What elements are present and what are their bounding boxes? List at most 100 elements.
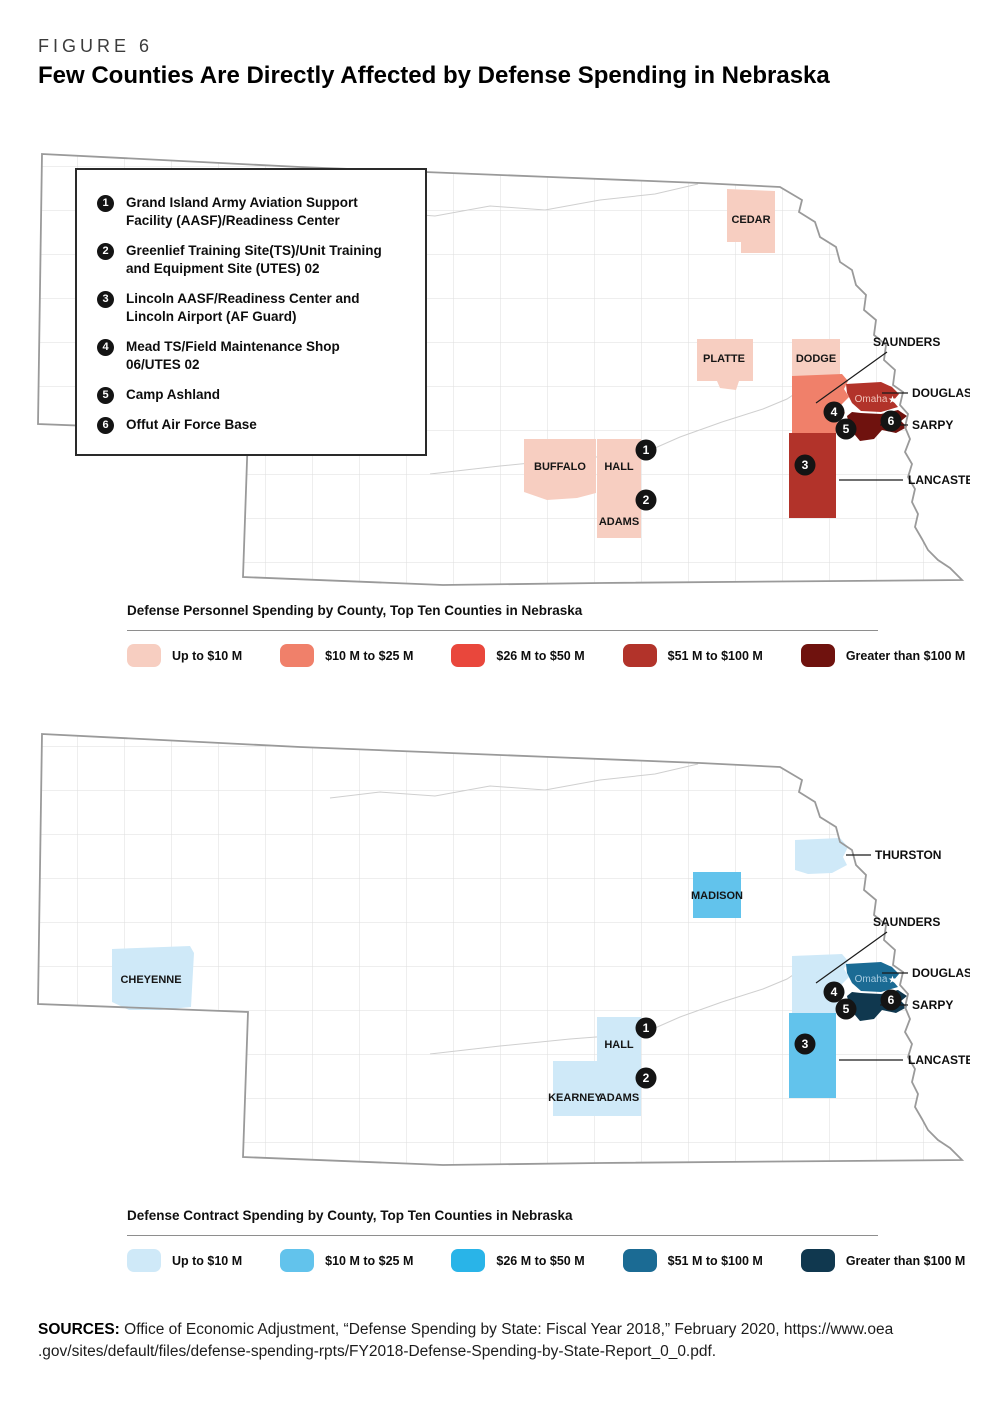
site-marker-2: 2 [635,1067,657,1089]
label-kearney: KEARNEY [548,1092,602,1104]
facility-label: Grand Island Army Aviation Support [126,195,358,210]
svg-text:1: 1 [643,1021,650,1035]
facility-label: Mead TS/Field Maintenance Shop [126,339,340,354]
site-marker-5: 5 [835,998,857,1020]
legend-label: Up to $10 M [172,648,243,663]
svg-text:2: 2 [643,1071,650,1085]
legend-label: $51 M to $100 M [667,648,763,663]
leader-saunders [815,931,888,984]
label-adams: ADAMS [599,1092,639,1104]
legend-swatch [622,1249,657,1272]
legend-item: $26 M to $50 M [451,644,585,667]
personnel-legend-title: Defense Personnel Spending by County, To… [127,603,583,618]
legend-item: $10 M to $25 M [280,1249,413,1272]
legend-swatch [127,1249,161,1272]
county-lancaster [789,433,836,518]
personnel-legend: Defense Personnel Spending by County, To… [127,603,965,667]
niobrara-river [329,763,699,799]
legend-item: Up to $10 M [127,644,242,667]
facility-label-line2: and Equipment Site (UTES) 02 [126,261,320,276]
facility-badge-5: 5 [97,387,114,404]
site-marker-6: 6 [880,410,902,432]
site-marker-4: 4 [823,981,845,1003]
facility-label-line2: Lincoln Airport (AF Guard) [126,309,297,324]
svg-text:4: 4 [831,405,838,419]
omaha-city-label: Omaha [855,974,888,985]
svg-text:5: 5 [843,422,850,436]
facilities-legend: 1 Grand Island Army Aviation Support Faci… [75,168,427,456]
county-kearney [553,1061,597,1116]
sources-text-line1: Office of Economic Adjustment, “Defense … [124,1320,894,1338]
facility-label: Lincoln AASF/Readiness Center and [126,291,360,306]
legend-label: $26 M to $50 M [496,648,585,663]
contract-legend: Defense Contract Spending by County, Top… [127,1208,965,1272]
facility-item-3: 3 Lincoln AASF/Readiness Center and Linco… [97,290,407,326]
contract-spending-map: MADISON CHEYENNE HALL KEARNEY ADAMS Omah… [30,702,970,1172]
label-adams: ADAMS [599,516,639,528]
county-douglas [846,962,899,992]
nebraska-map-contract: MADISON CHEYENNE HALL KEARNEY ADAMS Omah… [37,733,970,1166]
label-madison: MADISON [691,890,743,902]
platte-river [429,972,797,1055]
svg-text:1: 1 [643,443,650,457]
legend-item: Greater than $100 M [800,644,966,667]
svg-text:6: 6 [888,993,895,1007]
legend-label: $10 M to $25 M [325,1253,414,1268]
svg-text:3: 3 [802,1037,809,1051]
legend-label: Greater than $100 M [845,1253,966,1268]
facility-item-2: 2 Greenlief Training Site(TS)/Unit Train… [97,242,407,278]
sources-text-line2: .gov/sites/default/files/defense-spendin… [38,1342,717,1360]
contract-legend-title: Defense Contract Spending by County, Top… [127,1208,573,1223]
label-hall: HALL [604,1039,634,1051]
facility-label: Camp Ashland [126,387,221,402]
site-marker-6: 6 [880,989,902,1011]
legend-label: Greater than $100 M [845,648,966,663]
figure-title: Few Counties Are Directly Affected by De… [38,62,830,89]
label-thurston: THURSTON [875,848,941,862]
facility-item-4: 4 Mead TS/Field Maintenance Shop 06/UTES … [97,338,407,374]
label-sarpy: SARPY [912,998,953,1012]
facility-item-6: 6 Offut Air Force Base [97,416,407,434]
legend-swatch [280,1249,315,1272]
label-lancaster: LANCASTER [908,473,970,487]
label-cedar: CEDAR [731,214,770,226]
county-buffalo [524,439,596,500]
site-marker-3: 3 [794,454,816,476]
county-madison [693,872,741,918]
figure-kicker: FIGURE 6 [38,36,154,56]
site-marker-5: 5 [835,418,857,440]
legend-item: Up to $10 M [127,1249,242,1272]
county-adams [597,483,641,538]
facility-item-5: 5 Camp Ashland [97,386,407,404]
legend-item: $51 M to $100 M [622,644,763,667]
county-hall [597,439,641,483]
site-marker-1: 1 [635,439,657,461]
county-thurston [795,838,848,874]
county-hall [597,1017,641,1061]
label-saunders: SAUNDERS [873,915,940,929]
label-lancaster: LANCASTER [908,1053,970,1067]
label-sarpy: SARPY [912,418,953,432]
site-marker-4: 4 [823,401,845,423]
facility-label-line2: Facility (AASF)/Readiness Center [126,213,340,228]
label-hall: HALL [604,461,634,473]
facility-badge-2: 2 [97,243,114,260]
legend-label: Up to $10 M [172,1253,243,1268]
county-dodge [792,339,840,376]
legend-item: $26 M to $50 M [451,1249,585,1272]
legend-swatch [280,644,315,667]
leader-saunders [815,351,888,404]
label-buffalo: BUFFALO [534,461,586,473]
site-marker-1: 1 [635,1017,657,1039]
legend-label: $51 M to $100 M [667,1253,763,1268]
personnel-legend-row: Up to $10 M $10 M to $25 M $26 M to $50 … [127,644,965,667]
label-cheyenne: CHEYENNE [120,974,181,986]
legend-swatch [622,644,657,667]
site-marker-2: 2 [635,489,657,511]
sources-note: SOURCES: Office of Economic Adjustment, … [38,1319,968,1363]
legend-swatch [451,644,486,667]
legend-swatch [800,644,835,667]
county-douglas [846,382,899,412]
svg-text:6: 6 [888,414,895,428]
